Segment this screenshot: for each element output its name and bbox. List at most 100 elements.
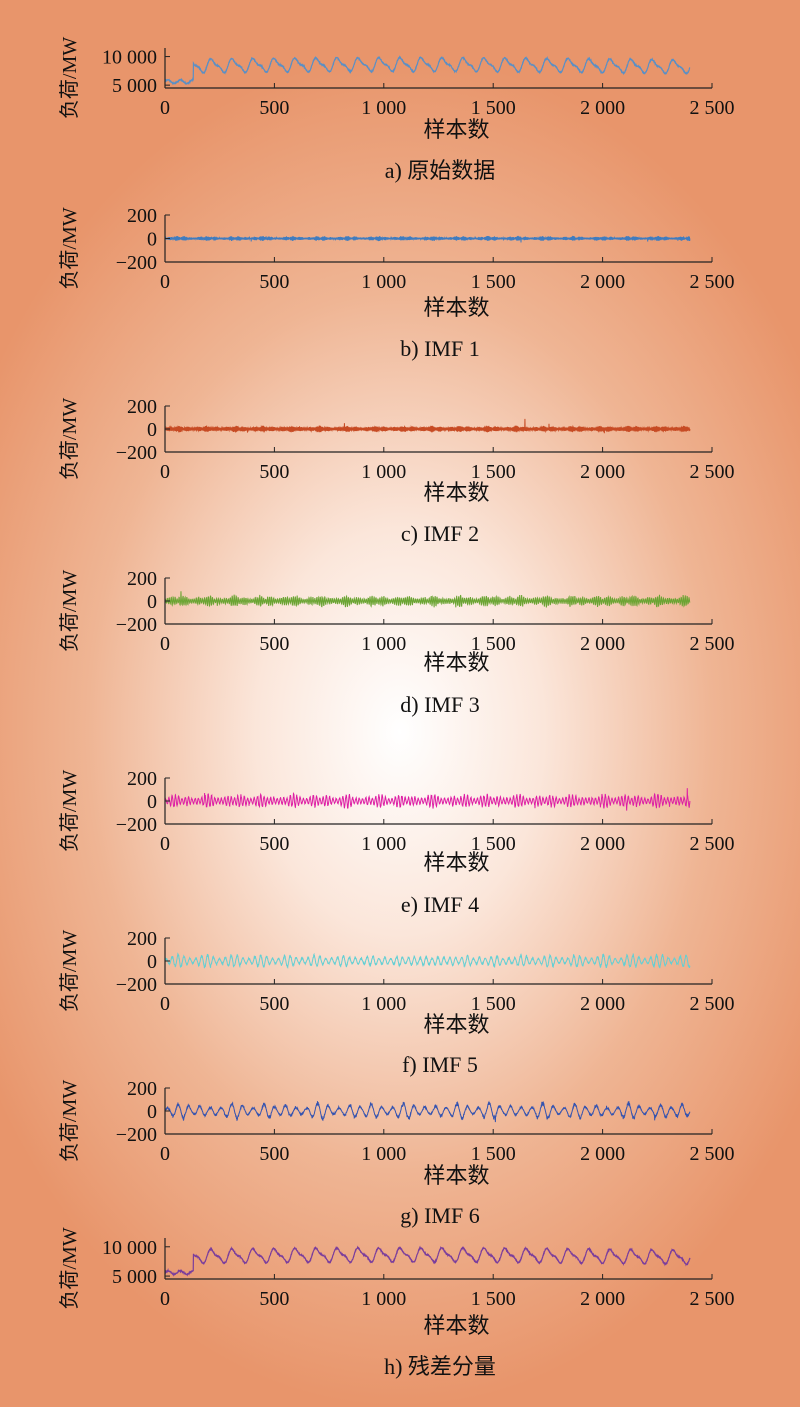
y-tick-label: 0 xyxy=(147,419,157,441)
x-tick-label: 2 500 xyxy=(690,633,735,655)
x-tick-label: 2 000 xyxy=(580,633,625,655)
x-tick-label: 500 xyxy=(259,1143,289,1165)
x-tick-label: 2 500 xyxy=(690,97,735,119)
x-tick-label: 2 500 xyxy=(690,461,735,483)
y-tick-label: 10 000 xyxy=(102,1237,157,1259)
series-line-g xyxy=(164,1100,691,1123)
x-tick-label: 1 500 xyxy=(471,1143,516,1165)
x-tick-label: 500 xyxy=(259,833,289,855)
series-line-d xyxy=(164,591,691,608)
x-tick-label: 2 000 xyxy=(580,993,625,1015)
x-tick-label: 0 xyxy=(160,993,170,1015)
y-tick-label: 0 xyxy=(147,229,157,251)
panel-caption: g) IMF 6 xyxy=(400,1203,479,1228)
panel-caption: f) IMF 5 xyxy=(402,1052,478,1077)
y-tick-label: 5 000 xyxy=(112,75,157,97)
y-axis-label: 负荷/MW xyxy=(58,207,81,289)
chart-panel-c: 0 500 1 000 1 500 2 000 2 5002000−200样本数负荷/MW… xyxy=(58,396,735,546)
x-tick-label: 1 500 xyxy=(471,833,516,855)
x-tick-label: 500 xyxy=(259,97,289,119)
x-tick-label: 1 500 xyxy=(471,461,516,483)
chart-panel-f: 0 500 1 000 1 500 2 000 2 5002000−200样本数负荷/MW… xyxy=(58,928,735,1077)
x-tick-label: 1 500 xyxy=(471,1288,516,1310)
x-tick-label: 0 xyxy=(160,271,170,293)
panel-caption: h) 残差分量 xyxy=(384,1354,496,1379)
series-line-b xyxy=(164,235,691,243)
y-tick-label: −200 xyxy=(116,814,157,836)
x-tick-label: 2 000 xyxy=(580,461,625,483)
x-tick-label: 1 500 xyxy=(471,271,516,293)
x-tick-label: 0 xyxy=(160,633,170,655)
x-tick-label: 1 000 xyxy=(361,271,406,293)
y-tick-label: 5 000 xyxy=(112,1266,157,1288)
x-tick-label: 1 500 xyxy=(471,633,516,655)
x-tick-label: 0 xyxy=(160,1143,170,1165)
y-axis-label: 负荷/MW xyxy=(58,930,81,1012)
series-line-f xyxy=(164,952,691,970)
chart-panel-e: 0 500 1 000 1 500 2 000 2 5002000−200样本数负荷/MW… xyxy=(58,768,735,917)
chart-panel-d: 0 500 1 000 1 500 2 000 2 5002000−200样本数负荷/MW… xyxy=(58,568,735,717)
y-tick-label: 0 xyxy=(147,951,157,973)
y-tick-label: −200 xyxy=(116,1124,157,1146)
x-tick-label: 500 xyxy=(259,271,289,293)
x-tick-label: 2 000 xyxy=(580,1288,625,1310)
y-tick-label: 200 xyxy=(127,205,157,227)
x-axis-label: 样本数 xyxy=(423,1163,489,1188)
chart-panel-g: 0 500 1 000 1 500 2 000 2 5002000−200样本数负荷/MW… xyxy=(58,1078,735,1228)
y-axis-label: 负荷/MW xyxy=(58,1227,81,1309)
x-axis-label: 样本数 xyxy=(423,850,489,875)
y-tick-label: 200 xyxy=(127,396,157,418)
x-tick-label: 2 500 xyxy=(690,1143,735,1165)
chart-panel-b: 0 500 1 000 1 500 2 000 2 5002000−200样本数负荷/MW… xyxy=(58,205,735,361)
y-tick-label: −200 xyxy=(116,614,157,636)
y-tick-label: 0 xyxy=(147,1101,157,1123)
chart-panel-h: 0 500 1 000 1 500 2 000 2 500 5 000 10 000 样本数 负荷… xyxy=(58,1227,735,1379)
chart-panel-a: 0 500 1 000 1 500 2 000 2 500 5 000 10 000 样本数 负荷… xyxy=(58,37,735,183)
series-line-h xyxy=(164,1245,691,1277)
x-axis-label: 样本数 xyxy=(423,1012,489,1037)
x-tick-label: 0 xyxy=(160,97,170,119)
y-axis-label: 负荷/MW xyxy=(58,770,81,852)
x-tick-label: 1 000 xyxy=(361,1143,406,1165)
x-tick-label: 0 xyxy=(160,1288,170,1310)
x-tick-label: 2 500 xyxy=(690,1288,735,1310)
y-axis-label: 负荷/MW xyxy=(58,37,81,119)
panel-caption: c) IMF 2 xyxy=(401,521,479,546)
x-axis-label: 样本数 xyxy=(423,480,489,505)
x-tick-label: 1 000 xyxy=(361,993,406,1015)
panel-caption: d) IMF 3 xyxy=(400,692,479,717)
x-tick-label: 500 xyxy=(259,461,289,483)
y-tick-label: −200 xyxy=(116,442,157,464)
x-tick-label: 2 000 xyxy=(580,271,625,293)
x-tick-label: 1 000 xyxy=(361,633,406,655)
x-tick-label: 500 xyxy=(259,633,289,655)
x-tick-label: 2 000 xyxy=(580,833,625,855)
x-axis-label: 样本数 xyxy=(423,295,489,320)
x-tick-label: 1 000 xyxy=(361,833,406,855)
x-tick-label: 2 000 xyxy=(580,1143,625,1165)
y-axis-label: 负荷/MW xyxy=(58,570,81,652)
series-line-a xyxy=(164,55,691,86)
x-tick-label: 2 500 xyxy=(690,833,735,855)
x-tick-label: 1 000 xyxy=(361,461,406,483)
x-tick-label: 500 xyxy=(259,1288,289,1310)
x-tick-label: 1 000 xyxy=(361,1288,406,1310)
y-tick-label: 200 xyxy=(127,928,157,950)
y-tick-label: 0 xyxy=(147,591,157,613)
x-tick-label: 2 500 xyxy=(690,993,735,1015)
x-tick-label: 0 xyxy=(160,833,170,855)
y-tick-label: 200 xyxy=(127,568,157,590)
x-tick-label: 1 500 xyxy=(471,97,516,119)
y-axis-label: 负荷/MW xyxy=(58,398,81,480)
panel-caption: a) 原始数据 xyxy=(385,158,496,183)
series-line-c xyxy=(164,418,691,434)
x-axis-label: 样本数 xyxy=(423,1313,489,1338)
panel-caption: b) IMF 1 xyxy=(400,336,479,361)
y-axis-label: 负荷/MW xyxy=(58,1080,81,1162)
series-line-e xyxy=(164,788,691,811)
x-tick-label: 1 000 xyxy=(361,97,406,119)
y-tick-label: 200 xyxy=(127,768,157,790)
y-tick-label: −200 xyxy=(116,974,157,996)
x-axis-label: 样本数 xyxy=(423,117,489,142)
